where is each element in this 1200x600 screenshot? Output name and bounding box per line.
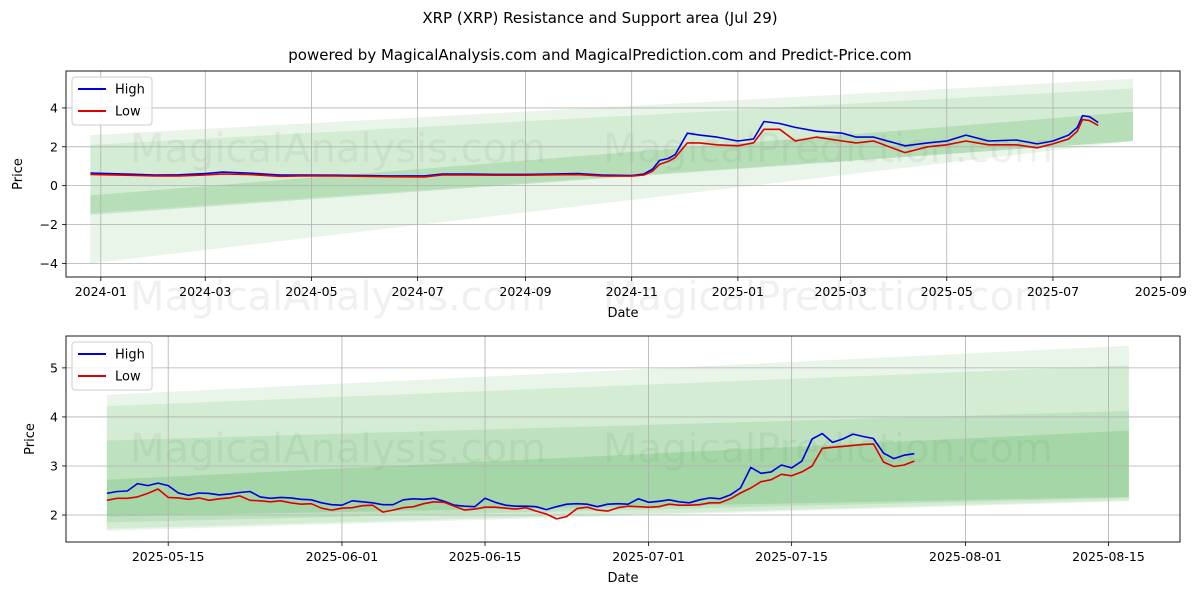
x-tick-label: 2024-01	[75, 284, 127, 299]
x-tick-label: 2024-09	[499, 284, 551, 299]
x-tick-label: 2024-05	[285, 284, 337, 299]
series	[90, 114, 1099, 178]
y-tick-label: 4	[50, 409, 58, 424]
y-axis-label: Price	[11, 158, 26, 190]
legend-label-high: High	[115, 348, 145, 363]
x-tick-label: 2025-06-15	[449, 549, 522, 564]
chart-title: XRP (XRP) Resistance and Support area (J…	[422, 9, 778, 27]
series-line-low	[106, 443, 915, 520]
legend-label-low: Low	[115, 370, 141, 385]
y-tick-label: 0	[50, 178, 58, 193]
prediction-bands	[106, 345, 1129, 531]
watermark-text: MagicalAnalysis.com	[130, 426, 546, 472]
chart-1: MagicalAnalysis.com MagicalPrediction.com…	[11, 70, 1187, 321]
legend-label-low: Low	[115, 105, 141, 120]
x-tick-label: 2024-03	[179, 284, 231, 299]
x-tick-label: 2025-07-01	[612, 549, 685, 564]
x-tick-label: 2025-05	[921, 284, 973, 299]
x-tick-label: 2025-07	[1027, 284, 1079, 299]
y-tick-label: 2	[50, 139, 58, 154]
x-tick-label: 2025-08-15	[1072, 549, 1145, 564]
legend: High Low	[71, 341, 153, 391]
band-area-2	[106, 365, 1129, 529]
x-axis-label: Date	[607, 571, 638, 586]
x-tick-label: 2025-07-15	[755, 549, 828, 564]
y-axis-label: Price	[23, 423, 38, 455]
axes-frame	[65, 70, 1181, 278]
x-tick-label: 2025-03	[814, 284, 866, 299]
series	[106, 432, 915, 520]
x-tick-label: 2025-06-01	[306, 549, 379, 564]
watermark-text: MagicalPrediction.com	[603, 426, 1053, 472]
watermark-text: MagicalAnalysis.com	[130, 126, 546, 172]
grid	[66, 336, 1180, 542]
y-tick-label: −4	[40, 256, 58, 271]
chart-subtitle: powered by MagicalAnalysis.com and Magic…	[288, 46, 912, 64]
legend: High Low	[71, 76, 153, 126]
x-tick-label: 2024-11	[606, 284, 658, 299]
band-area-4	[106, 430, 1129, 517]
x-tick-label: 2025-01	[712, 284, 764, 299]
y-tick-label: −2	[40, 217, 58, 232]
x-axis-label: Date	[607, 306, 638, 321]
axes-frame	[65, 335, 1181, 543]
x-tick-label: 2025-09	[1135, 284, 1187, 299]
series-line-high	[90, 114, 1099, 177]
watermark-text: MagicalPrediction.com	[603, 274, 1053, 320]
series-line-high	[106, 432, 915, 511]
y-tick-label: 2	[50, 508, 58, 523]
y-tick-label: 5	[50, 360, 58, 375]
series-line-low	[90, 118, 1099, 178]
y-tick-label: 4	[50, 100, 58, 115]
x-tick-label: 2025-08-01	[929, 549, 1002, 564]
band-area-2	[90, 88, 1134, 213]
grid	[66, 71, 1180, 277]
chart-2: MagicalAnalysis.com MagicalPrediction.com…	[23, 335, 1181, 586]
x-tick-label: 2024-07	[391, 284, 443, 299]
watermark-text: MagicalAnalysis.com	[130, 274, 546, 320]
y-tick-label: 3	[50, 458, 58, 473]
band-area-1	[106, 345, 1129, 531]
legend-label-high: High	[115, 83, 145, 98]
x-tick-label: 2025-05-15	[132, 549, 205, 564]
band-area-1	[90, 78, 1134, 264]
